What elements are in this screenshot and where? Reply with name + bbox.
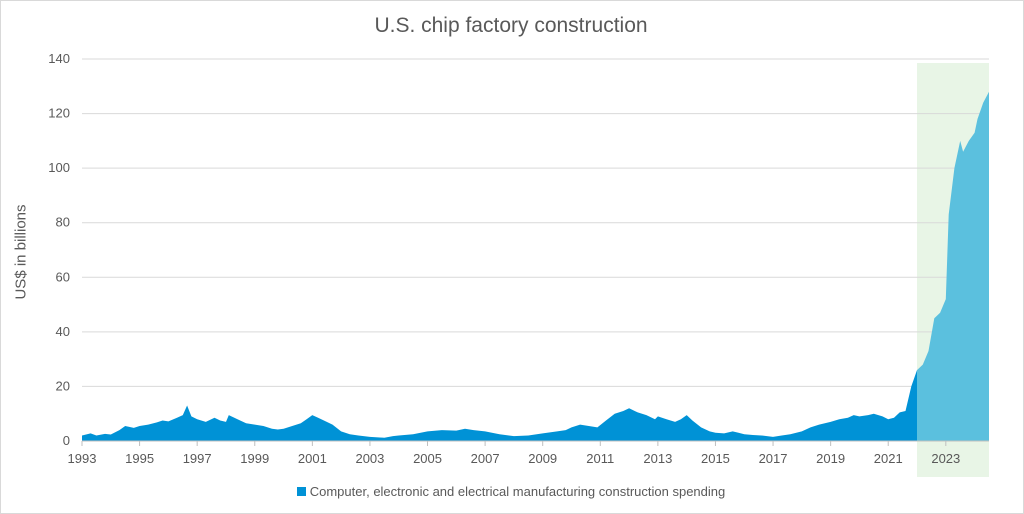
x-tick-label-2007: 2007: [471, 451, 500, 466]
y-tick-label-60: 60: [56, 269, 70, 284]
legend-label: Computer, electronic and electrical manu…: [309, 484, 726, 499]
x-tick-label-2019: 2019: [816, 451, 845, 466]
x-tick-label-2009: 2009: [528, 451, 557, 466]
x-tick-label-1995: 1995: [125, 451, 154, 466]
x-tick-label-2021: 2021: [874, 451, 903, 466]
x-tick-label-1997: 1997: [183, 451, 212, 466]
x-tick-label-2005: 2005: [413, 451, 442, 466]
area-layer: [82, 91, 989, 441]
legend: Computer, electronic and electrical manu…: [0, 484, 1022, 499]
x-tick-label-1993: 1993: [68, 451, 97, 466]
x-tick-label-2023: 2023: [931, 451, 960, 466]
legend-swatch: [296, 487, 306, 496]
x-tick-label-2017: 2017: [759, 451, 788, 466]
y-tick-label-20: 20: [56, 378, 70, 393]
x-tick-label-2013: 2013: [643, 451, 672, 466]
y-tick-label-120: 120: [48, 106, 70, 121]
y-tick-label-0: 0: [63, 433, 70, 448]
y-tick-label-140: 140: [48, 51, 70, 66]
series-area-historical: [82, 370, 918, 441]
grid-layer: [82, 58, 989, 387]
y-tick-label-100: 100: [48, 160, 70, 175]
x-tick-label-2001: 2001: [298, 451, 327, 466]
x-tick-label-1999: 1999: [240, 451, 269, 466]
y-tick-label-40: 40: [56, 324, 70, 339]
series-area-highlighted: [917, 91, 989, 441]
x-tick-label-2003: 2003: [355, 451, 384, 466]
y-tick-label-80: 80: [56, 215, 70, 230]
x-tick-label-2015: 2015: [701, 451, 730, 466]
axis-layer: 0 20 40 60 80 100 120 140 1993 1995 1997 1999 2001 20…: [48, 51, 989, 466]
x-tick-label-2011: 2011: [586, 451, 614, 466]
chart-title: U.S. chip factory construction: [374, 14, 648, 37]
